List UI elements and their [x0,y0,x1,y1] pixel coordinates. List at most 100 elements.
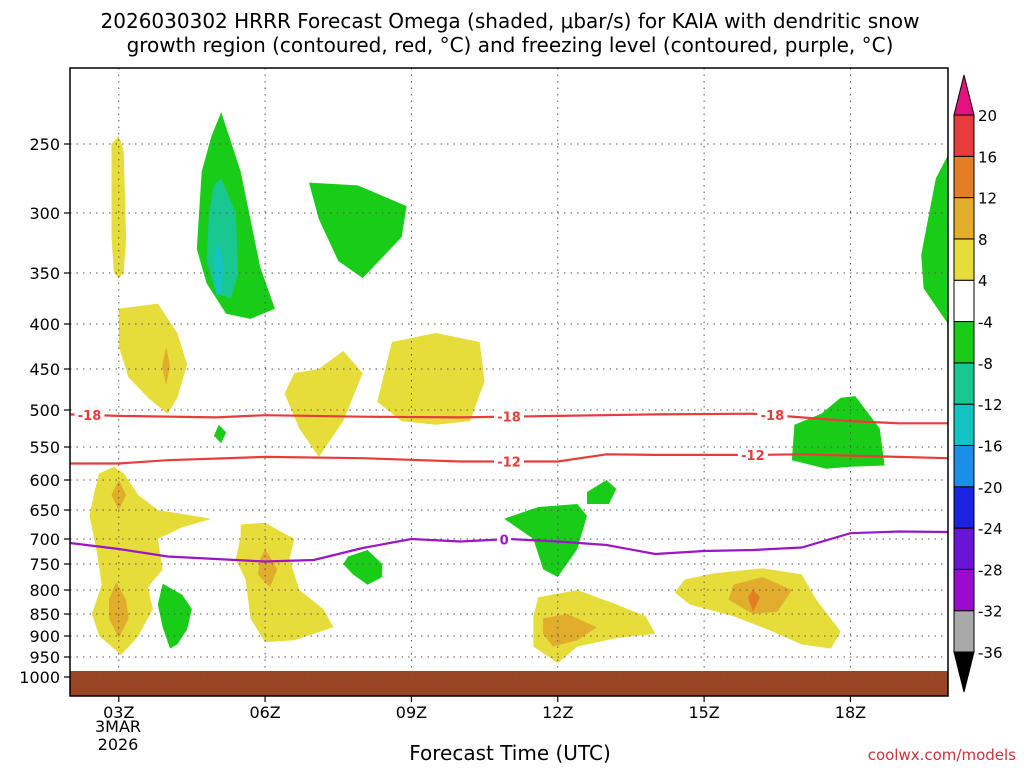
omega-region-14 [235,522,334,643]
colorbar-segment-8 [953,279,975,323]
colorbar-segment-7 [953,321,975,364]
y-tick-label-650: 650 [29,501,60,520]
temperature-contours: -18 -18 -18 -12 -12 0 [70,408,948,563]
x-date-line1: 3MAR [95,717,141,736]
omega-region-6 [213,424,227,444]
y-tick-label-750: 750 [29,555,60,574]
credit-text: coolwx.com/models [868,746,1016,764]
colorbar-label--4: -4 [978,314,993,332]
y-tick-label-950: 950 [29,648,60,667]
y-tick-label-600: 600 [29,471,60,490]
omega-region-5 [213,243,224,296]
y-tick-label-900: 900 [29,627,60,646]
omega-region-1 [118,303,188,414]
colorbar-label--32: -32 [978,603,1003,621]
omega-region-8 [284,351,363,457]
contour-label--12-1: -12 [741,449,765,464]
omega-region-22 [728,577,792,614]
colorbar-segment-9 [953,238,975,281]
omega-region-24 [791,396,885,469]
x-date-line2: 2026 [98,735,139,754]
ground-band [70,671,948,696]
y-tick-label-500: 500 [29,401,60,420]
colorbar-bottom-arrow [953,651,975,693]
plot-border [69,67,949,697]
plot-frame [69,67,949,697]
colorbar-segment-11 [953,155,975,199]
omega-region-7 [309,182,407,279]
ground-layer [70,671,948,696]
y-tick-label-350: 350 [29,264,60,283]
omega-region-13 [157,583,192,649]
y-tick-label-250: 250 [29,135,60,154]
colorbar-top-arrow [953,74,975,116]
x-tick-label-18: 18Z [835,703,866,722]
contour-label--18-1: -18 [497,411,521,426]
colorbar-label-8: 8 [978,231,988,249]
y-tick-label-300: 300 [29,204,60,223]
contour-line--12 [70,453,948,465]
y-tick-label-550: 550 [29,438,60,457]
y-tick-label-800: 800 [29,581,60,600]
y-tick-label-850: 850 [29,605,60,624]
colorbar-label--16: -16 [978,437,1003,455]
omega-region-11 [111,480,127,510]
chart-title-line2: growth region (contoured, red, °C) and f… [127,33,894,57]
x-axis-label: Forecast Time (UTC) [409,741,611,765]
colorbar-segment-3 [953,486,975,529]
contour-label--18-0: -18 [78,409,102,424]
omega-region-18 [587,480,617,504]
omega-region-16 [343,550,383,585]
colorbar-label--36: -36 [978,644,1003,662]
contour-label-bg--18-0 [74,408,105,423]
omega-region-23 [748,590,761,612]
colorbar-segment-2 [953,527,975,570]
colorbar-label-20: 20 [978,107,997,125]
omega-shaded-regions [89,112,948,663]
contour-line-0 [70,530,948,563]
y-tick-label-450: 450 [29,360,60,379]
colorbar-segment-5 [953,403,975,446]
chart-title-line1: 2026030302 HRRR Forecast Omega (shaded, … [101,9,920,33]
contour-label-0-0: 0 [500,533,509,548]
omega-region-9 [377,333,485,425]
colorbar-label-16: 16 [978,148,997,166]
colorbar-segment-0 [953,610,975,653]
colorbar-segment-12 [953,114,975,157]
colorbar-segment-10 [953,197,975,240]
omega-region-20 [543,614,597,647]
contour-label-bg-0-0 [497,532,512,547]
y-axis-pressure: 250 300 350 400 450 500 550 600 650 700 750 800 850 9… [19,135,70,687]
colorbar-segment-6 [953,362,975,405]
omega-region-0 [111,136,127,279]
x-tick-label-12: 12Z [542,703,573,722]
colorbar-label--12: -12 [978,396,1003,414]
colorbar-label--24: -24 [978,520,1003,538]
y-tick-label-700: 700 [29,530,60,549]
contour-label-bg--18-1 [494,409,524,424]
contour-line--18 [70,412,948,425]
contour-label-bg--12-0 [494,454,524,469]
contour-label--18-2: -18 [761,409,785,424]
x-tick-label-9: 09Z [396,703,427,722]
y-tick-label-400: 400 [29,315,60,334]
contour-label-bg--18-2 [757,408,788,423]
x-tick-label-15: 15Z [688,703,719,722]
colorbar: -36 -32 -28 -24 -20 -16 -12 -8 -4 4 8 12 16 20 [953,74,1003,693]
omega-region-2 [162,346,170,386]
colorbar-label--8: -8 [978,355,993,373]
omega-region-15 [257,549,278,588]
contour-label--12-0: -12 [497,456,521,471]
x-tick-label-3: 03Z [103,703,134,722]
colorbar-label--28: -28 [978,561,1003,579]
y-tick-label-1000: 1000 [19,668,60,687]
contour-label-bg--12-1 [737,447,768,462]
colorbar-label--20: -20 [978,479,1003,497]
omega-region-12 [109,582,129,639]
x-tick-label-6: 06Z [249,703,280,722]
colorbar-segment-1 [953,568,975,612]
colorbar-segment-4 [953,444,975,488]
x-axis-forecast-time: 03Z 06Z 09Z 12Z 15Z 18Z [103,696,866,722]
colorbar-label-4: 4 [978,272,988,290]
